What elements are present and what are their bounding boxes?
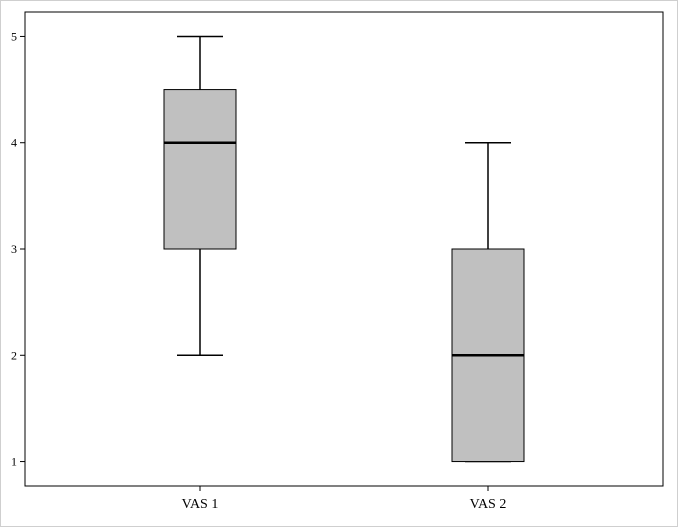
plot-area [24, 11, 664, 487]
x-axis: VAS 1 VAS 2 [182, 486, 507, 512]
box-1 [163, 35, 237, 357]
y-axis: 1 2 3 4 5 [11, 29, 25, 469]
y-tick-label: 1 [11, 455, 17, 469]
iqr-box [163, 89, 237, 250]
y-tick-label: 5 [11, 29, 17, 43]
x-category-label: VAS 1 [182, 497, 219, 512]
box-2 [451, 141, 525, 463]
x-category-label: VAS 2 [470, 497, 507, 512]
y-tick-label: 3 [11, 242, 17, 256]
y-tick-label: 4 [11, 136, 17, 150]
box-series [163, 35, 525, 463]
y-tick-label: 2 [11, 348, 17, 362]
